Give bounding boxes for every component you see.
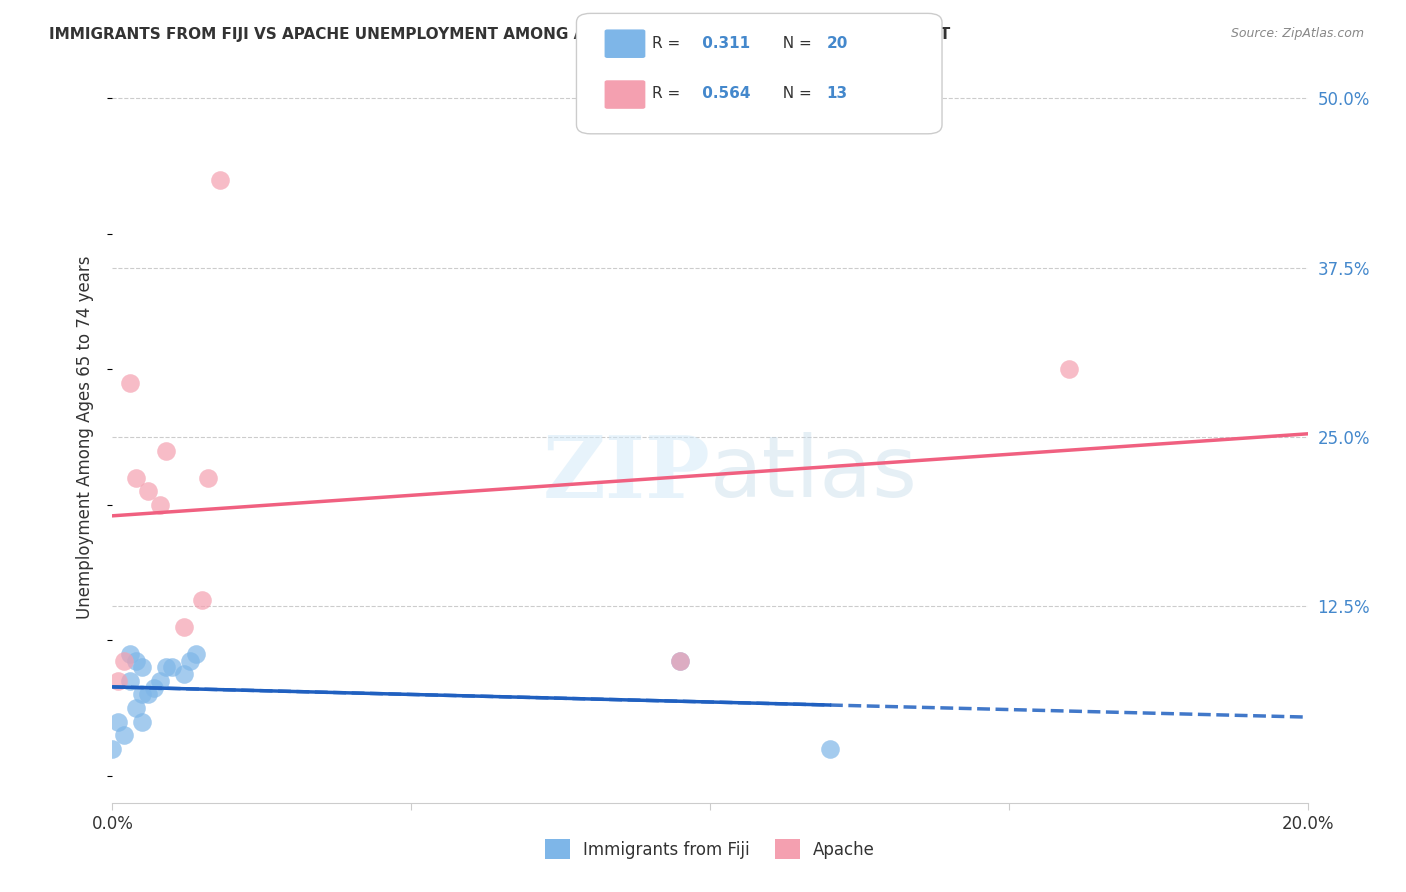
Text: ZIP: ZIP: [543, 432, 710, 516]
Point: [114, 728, 135, 742]
Point: [669, 654, 692, 668]
Text: 13: 13: [827, 87, 848, 101]
Point: [114, 654, 135, 668]
Legend: Immigrants from Fiji, Apache: Immigrants from Fiji, Apache: [537, 830, 883, 868]
Point: [125, 654, 148, 668]
Text: 0.311: 0.311: [697, 37, 751, 51]
Point: [120, 647, 142, 661]
Point: [107, 673, 129, 688]
Point: [179, 654, 201, 668]
Point: [162, 660, 183, 674]
Point: [131, 688, 153, 702]
Point: [138, 688, 160, 702]
Point: [131, 660, 153, 674]
Point: [1057, 362, 1080, 376]
Text: N =: N =: [773, 87, 817, 101]
Point: [191, 592, 214, 607]
Point: [125, 701, 148, 715]
Point: [155, 660, 177, 674]
Point: [131, 714, 153, 729]
Text: atlas: atlas: [710, 432, 918, 516]
Point: [149, 673, 172, 688]
Point: [209, 172, 232, 186]
Point: [120, 376, 142, 390]
Point: [101, 741, 124, 756]
Text: 0.564: 0.564: [697, 87, 751, 101]
Point: [173, 620, 195, 634]
Text: R =: R =: [652, 87, 686, 101]
Text: 20: 20: [827, 37, 848, 51]
Text: Source: ZipAtlas.com: Source: ZipAtlas.com: [1230, 27, 1364, 40]
Point: [143, 681, 166, 695]
Point: [120, 673, 142, 688]
Point: [197, 471, 219, 485]
Point: [155, 443, 177, 458]
Text: R =: R =: [652, 37, 686, 51]
Point: [818, 741, 841, 756]
Point: [186, 647, 208, 661]
Point: [669, 654, 692, 668]
Point: [149, 498, 172, 512]
Y-axis label: Unemployment Among Ages 65 to 74 years: Unemployment Among Ages 65 to 74 years: [76, 255, 94, 619]
Point: [107, 714, 129, 729]
Point: [125, 471, 148, 485]
Point: [138, 484, 160, 499]
Text: N =: N =: [773, 37, 817, 51]
Point: [173, 667, 195, 681]
Text: IMMIGRANTS FROM FIJI VS APACHE UNEMPLOYMENT AMONG AGES 65 TO 74 YEARS CORRELATIO: IMMIGRANTS FROM FIJI VS APACHE UNEMPLOYM…: [49, 27, 950, 42]
